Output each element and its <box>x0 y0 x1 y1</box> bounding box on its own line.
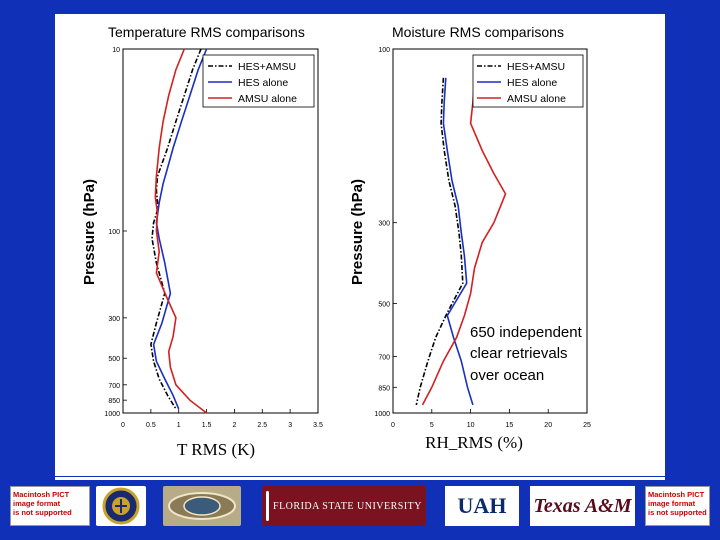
right-x-tick-label: 0 <box>391 422 395 429</box>
left-legend: HES+AMSU HES alone AMSU alone <box>202 54 315 108</box>
left-y-tick-label: 850 <box>108 398 120 405</box>
annotation-line-2: clear retrievals <box>470 345 568 362</box>
left-x-tick-label: 1.5 <box>202 422 212 429</box>
texas-am-logo: Texas A&M <box>530 486 635 526</box>
left-x-tick-label: 3.5 <box>313 422 323 429</box>
fsu-crest-icon <box>266 491 270 521</box>
right-legend-label-2: AMSU alone <box>507 93 566 105</box>
annotation-line-1: 650 independent <box>470 324 583 341</box>
right-x-tick-label: 15 <box>506 422 514 429</box>
pict-left-line-3: is not supported <box>13 508 72 517</box>
left-x-tick-label: 3 <box>288 422 292 429</box>
left-x-tick-label: 2.5 <box>257 422 267 429</box>
right-series <box>415 77 507 406</box>
left-legend-label-2: AMSU alone <box>238 93 297 105</box>
left-chart-title: Temperature RMS comparisons <box>108 24 305 40</box>
right-x-tick-label: 25 <box>583 422 591 429</box>
navy-seal-icon <box>102 487 140 525</box>
pict-placeholder-left: Macintosh PICT image format is not suppo… <box>10 486 90 526</box>
slide-underline <box>55 477 665 480</box>
right-y-tick-label: 850 <box>378 385 390 392</box>
left-y-axis-label: Pressure (hPa) <box>81 179 98 285</box>
pict-left-line-2: image format <box>13 499 61 508</box>
left-y-tick-label: 500 <box>108 356 120 363</box>
right-chart-title: Moisture RMS comparisons <box>392 24 564 40</box>
annotation-line-3: over ocean <box>470 367 544 384</box>
left-x-axis-label: T RMS (K) <box>177 440 255 459</box>
right-y-axis-label: Pressure (hPa) <box>349 179 366 285</box>
left-y-ticks: 10 100 300 500 700 850 1000 <box>104 47 127 418</box>
left-y-tick-label: 1000 <box>104 411 120 418</box>
right-series-line-0 <box>415 77 464 406</box>
right-annotation: 650 independent clear retrievals over oc… <box>470 324 583 384</box>
pict-right-line-2: image format <box>648 499 696 508</box>
pict-right-line-3: is not supported <box>648 508 707 517</box>
left-y-tick-label: 300 <box>108 316 120 323</box>
pict-left-line-1: Macintosh PICT <box>13 490 70 499</box>
right-x-tick-label: 20 <box>544 422 552 429</box>
right-series-line-2 <box>421 77 507 406</box>
left-series-line-2 <box>154 48 208 414</box>
left-x-tick-label: 0.5 <box>146 422 156 429</box>
right-series-line-1 <box>442 77 474 406</box>
fsu-logo: FLORIDA STATE UNIVERSITY <box>262 486 426 526</box>
navy-seal-logo <box>96 486 146 526</box>
uah-logo: UAH <box>445 486 519 526</box>
left-y-tick-label: 10 <box>112 47 120 54</box>
unr-logo <box>163 486 241 526</box>
right-x-ticks: 0 5 10 15 20 25 <box>391 409 591 429</box>
left-x-tick-label: 0 <box>121 422 125 429</box>
left-series-line-1 <box>152 48 208 410</box>
left-x-tick-label: 1 <box>177 422 181 429</box>
right-y-tick-label: 500 <box>378 301 390 308</box>
right-x-tick-label: 5 <box>430 422 434 429</box>
left-y-tick-label: 700 <box>108 383 120 390</box>
right-legend-label-1: HES alone <box>507 77 557 89</box>
right-x-tick-label: 10 <box>467 422 475 429</box>
left-series <box>150 48 208 414</box>
left-y-tick-label: 100 <box>108 229 120 236</box>
right-plot-frame <box>392 48 588 414</box>
right-y-tick-label: 1000 <box>374 411 390 418</box>
left-legend-label-0: HES+AMSU <box>238 61 296 73</box>
right-y-tick-label: 100 <box>378 47 390 54</box>
right-x-axis-label: RH_RMS (%) <box>425 433 523 452</box>
left-x-ticks: 0 0.5 1 1.5 2 2.5 3 3.5 <box>121 409 323 429</box>
right-legend-label-0: HES+AMSU <box>507 61 565 73</box>
left-x-tick-label: 2 <box>232 422 236 429</box>
pict-right-line-1: Macintosh PICT <box>648 490 705 499</box>
fsu-logo-text: FLORIDA STATE UNIVERSITY <box>273 500 422 512</box>
right-legend: HES+AMSU HES alone AMSU alone <box>472 54 584 108</box>
right-y-ticks: 100 300 500 700 850 1000 <box>374 47 397 418</box>
right-y-tick-label: 700 <box>378 355 390 362</box>
pict-placeholder-right: Macintosh PICT image format is not suppo… <box>645 486 710 526</box>
unr-emblem-icon <box>168 492 236 520</box>
left-legend-label-1: HES alone <box>238 77 288 89</box>
left-series-line-0 <box>150 48 202 410</box>
right-y-tick-label: 300 <box>378 221 390 228</box>
